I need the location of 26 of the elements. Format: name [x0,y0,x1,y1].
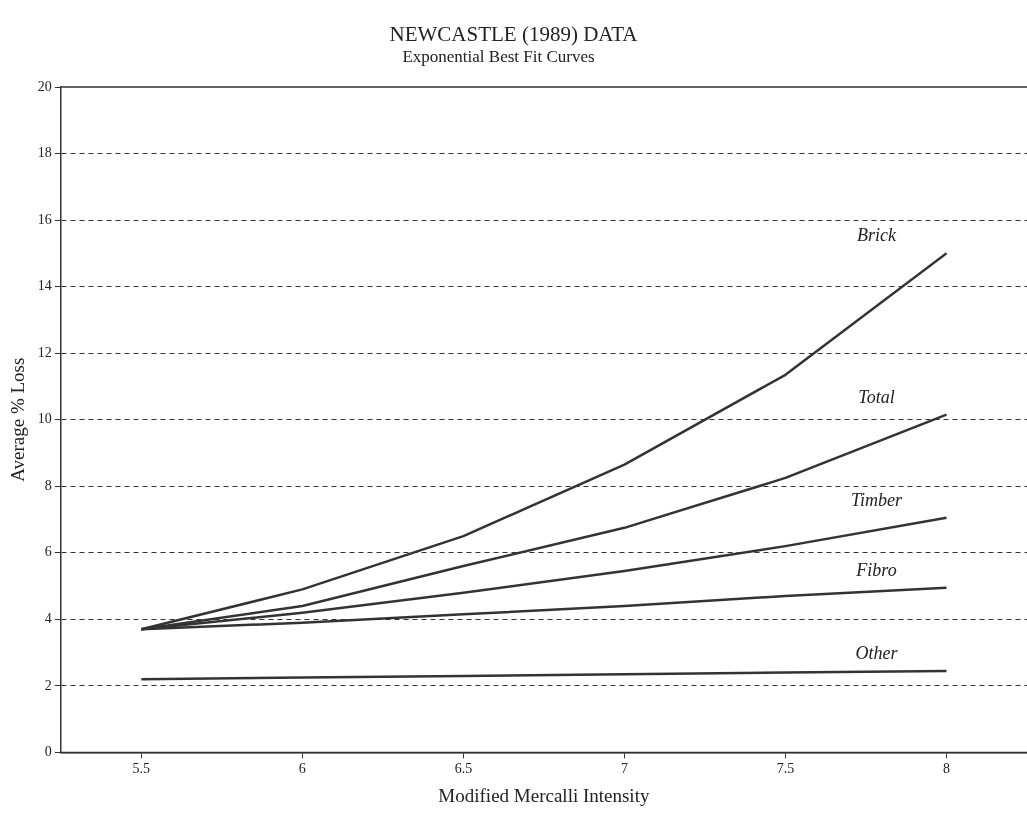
x-tick-label: 8 [942,761,950,777]
y-tick-label: 18 [37,145,52,161]
series-label: Timber [850,489,903,510]
x-tick-label: 7.5 [776,761,795,777]
chart-title: NEWCASTLE (1989) DATA [388,22,639,47]
text: Brick [856,225,897,246]
y-tick-label: 20 [37,78,52,94]
x-tick-label: 6 [298,761,306,777]
x-tick-label: 6.5 [454,761,473,777]
y-tick-label: 8 [44,477,52,493]
y-axis-title: Average % Loss [7,357,29,482]
series-label: Other [855,642,899,663]
y-tick-label: 10 [37,411,52,427]
y-tick-label: 16 [37,211,52,227]
y-tick-label: 14 [37,278,52,294]
y-tick-label: 12 [37,344,52,360]
y-tick-label: 4 [44,610,52,626]
y-tick-label: 0 [44,744,52,760]
chart-subtitle: Exponential Best Fit Curves [401,47,596,67]
series-label: Fibro [855,559,897,580]
x-tick-label: 5.5 [132,761,151,777]
y-tick-label: 2 [44,677,52,693]
series-label: Total [858,386,895,407]
x-tick-label: 7 [620,761,628,777]
y-tick-label: 6 [44,544,52,560]
x-axis-title: Modified Mercalli Intensity [438,784,650,806]
